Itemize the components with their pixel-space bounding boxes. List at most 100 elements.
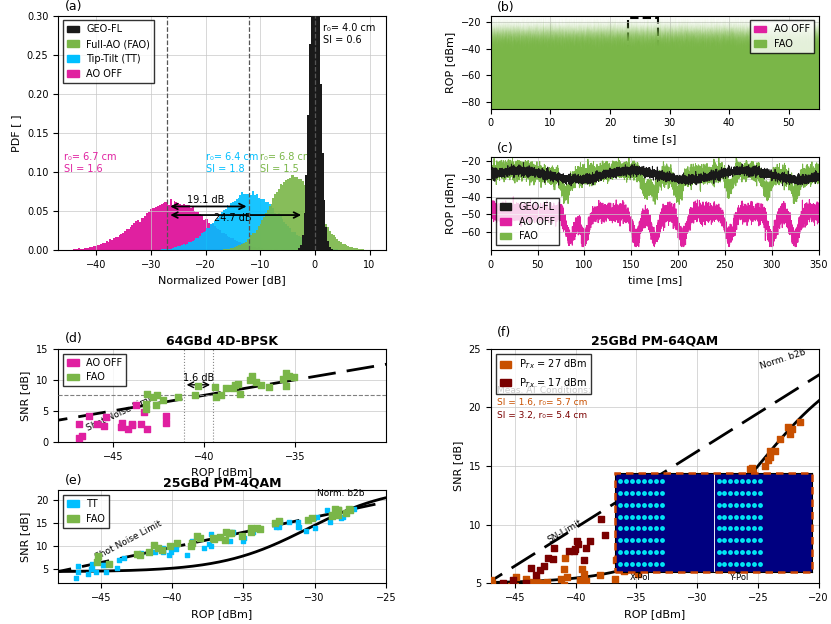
Bar <box>184 245 186 250</box>
Point <box>558 553 572 563</box>
Bar <box>225 234 227 250</box>
Point <box>180 550 194 560</box>
Point <box>310 512 323 522</box>
Point <box>774 434 787 444</box>
Bar <box>253 246 254 250</box>
Bar <box>243 244 245 250</box>
Point <box>568 545 582 555</box>
Point <box>70 573 83 583</box>
Point <box>764 446 777 456</box>
GEO-FL <box>610 173 620 180</box>
Point <box>86 563 99 573</box>
Bar <box>238 245 239 250</box>
Bar <box>303 213 305 250</box>
Bar <box>293 175 294 250</box>
Bar <box>323 200 326 250</box>
Bar <box>201 233 203 250</box>
Bar <box>253 233 254 250</box>
Point <box>150 390 163 400</box>
Bar <box>278 213 280 250</box>
Bar <box>329 247 331 250</box>
Bar <box>289 178 291 250</box>
Bar <box>190 242 192 250</box>
Bar <box>289 228 291 250</box>
Bar <box>183 205 184 250</box>
Bar <box>314 0 317 250</box>
Line: AO OFF: AO OFF <box>491 197 819 246</box>
Text: Norm. b2b: Norm. b2b <box>759 348 806 371</box>
Bar <box>247 245 248 250</box>
Point <box>192 381 205 391</box>
Point <box>647 559 661 569</box>
Point <box>207 533 220 543</box>
Point <box>711 514 724 524</box>
Bar <box>265 213 267 250</box>
Point <box>744 472 757 482</box>
Point <box>746 468 760 478</box>
Point <box>147 540 160 550</box>
Point <box>671 527 684 537</box>
Bar <box>615 473 812 572</box>
Point <box>540 577 553 587</box>
Bar <box>254 195 256 250</box>
Point <box>208 534 221 544</box>
Point <box>324 517 337 527</box>
Point <box>331 505 344 515</box>
X-axis label: ROP [dBm]: ROP [dBm] <box>191 467 253 477</box>
Point <box>237 535 250 545</box>
Point <box>558 564 571 574</box>
Bar <box>140 218 142 250</box>
Bar <box>241 244 243 250</box>
Bar <box>150 209 151 250</box>
Bar <box>146 213 148 250</box>
Bar <box>142 218 145 250</box>
Bar <box>227 236 229 250</box>
Point <box>111 563 124 573</box>
Bar <box>267 249 268 250</box>
Point <box>725 500 739 510</box>
AO OFF <box>616 208 626 216</box>
Point <box>170 544 183 553</box>
Bar <box>268 203 271 250</box>
Bar <box>168 249 170 250</box>
Bar <box>209 228 210 250</box>
Point <box>150 400 163 410</box>
Text: 19.1 dB: 19.1 dB <box>187 195 224 205</box>
FAO <box>645 182 655 190</box>
AO OFF <box>503 212 513 220</box>
AO OFF <box>610 204 620 212</box>
Bar <box>273 198 274 250</box>
Point <box>156 547 170 557</box>
Bar <box>262 220 263 250</box>
Bar <box>210 225 212 250</box>
Point <box>579 577 593 587</box>
Point <box>160 418 173 428</box>
Bar <box>215 220 218 250</box>
Point <box>224 536 237 546</box>
Bar <box>256 248 258 250</box>
Bar <box>317 246 318 250</box>
AO OFF <box>486 205 496 212</box>
Point <box>185 537 199 547</box>
Point <box>334 513 347 523</box>
Bar <box>303 185 305 250</box>
Point <box>326 511 339 521</box>
Point <box>594 514 607 524</box>
Bar <box>245 242 247 250</box>
Bar <box>326 248 327 250</box>
Bar <box>219 217 221 250</box>
Text: (f): (f) <box>497 326 512 339</box>
Text: Norm. b2b: Norm. b2b <box>317 489 365 498</box>
Bar <box>300 179 302 250</box>
Bar <box>271 206 273 250</box>
Point <box>97 421 111 431</box>
Bar <box>329 249 331 250</box>
Bar <box>126 229 128 250</box>
Point <box>525 580 538 590</box>
Point <box>102 558 116 568</box>
Bar <box>151 208 154 250</box>
Bar <box>311 0 312 250</box>
GEO-FL <box>572 178 582 185</box>
Point <box>229 380 242 390</box>
Bar <box>184 205 186 250</box>
